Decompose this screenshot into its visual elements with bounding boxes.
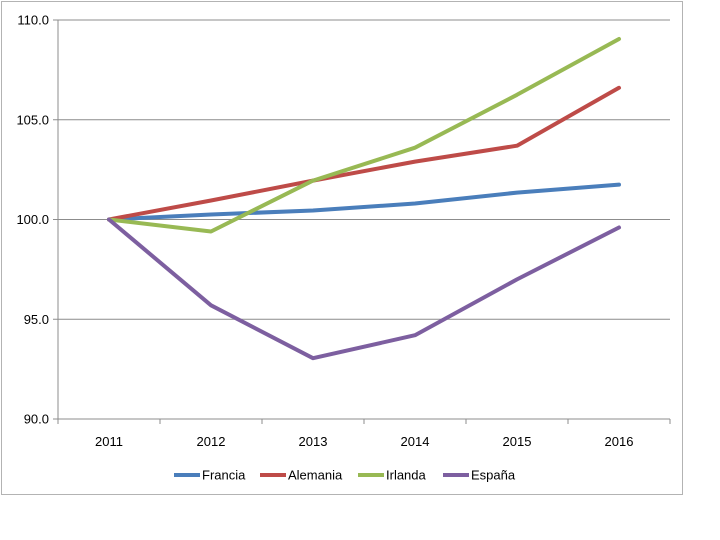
y-tick-label: 110.0 <box>17 13 49 28</box>
series-line <box>107 37 621 234</box>
chart-frame: 90.0 95.0 100.0 105.0 110.0 2011 2012 2013 2014 2… <box>1 1 683 495</box>
legend-label: Irlanda <box>386 468 427 483</box>
y-tick-label: 100.0 <box>16 212 49 227</box>
legend-label: Francia <box>202 468 246 483</box>
x-tick-label: 2012 <box>197 434 226 449</box>
y-tick-label: 90.0 <box>24 412 49 427</box>
x-tick-label: 2011 <box>95 434 123 449</box>
series-line <box>107 182 621 222</box>
x-tick-label: 2015 <box>503 434 532 449</box>
legend-label: España <box>471 468 516 483</box>
legend-label: Alemania <box>288 468 343 483</box>
line-chart: 90.0 95.0 100.0 105.0 110.0 2011 2012 2013 2014 2… <box>16 13 671 483</box>
x-tick-label: 2014 <box>401 434 430 449</box>
x-tick-label: 2016 <box>605 434 634 449</box>
series-line <box>107 217 621 361</box>
x-tick-label: 2013 <box>299 434 328 449</box>
y-tick-label: 105.0 <box>16 112 49 127</box>
series-line <box>107 85 621 222</box>
y-tick-label: 95.0 <box>24 312 49 327</box>
